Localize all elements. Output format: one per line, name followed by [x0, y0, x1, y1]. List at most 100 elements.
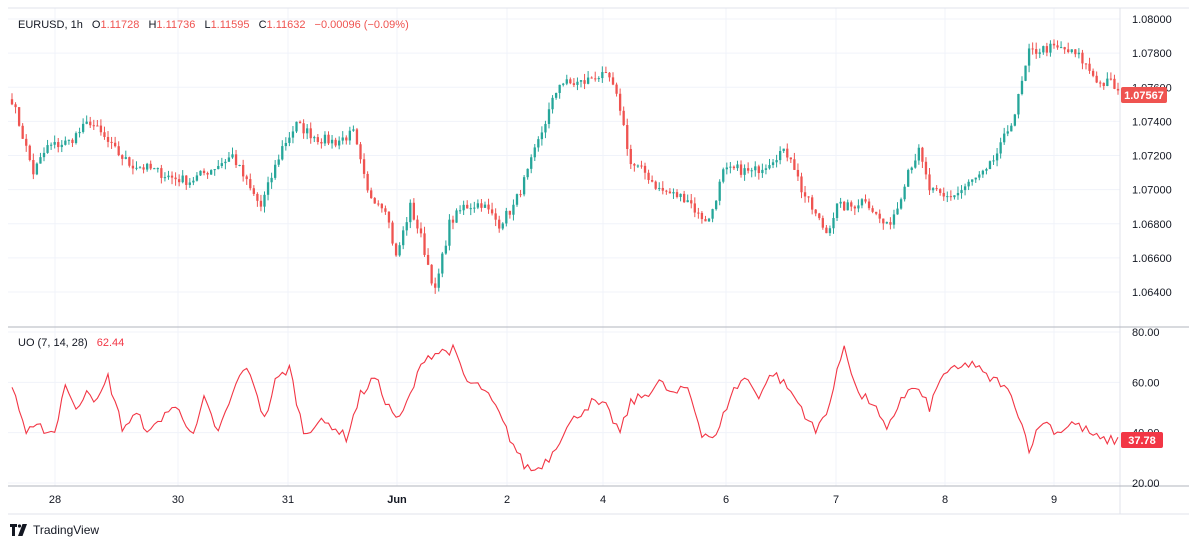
candle-body	[220, 163, 223, 166]
candle-body	[362, 159, 366, 174]
candle-body	[722, 169, 725, 182]
price-axis[interactable]: 1.080001.078001.076001.074001.072001.070…	[1132, 14, 1172, 299]
candle-body	[209, 170, 213, 175]
candle-body	[113, 142, 117, 147]
candle-body	[818, 213, 821, 219]
candle-body	[1084, 63, 1088, 65]
candle-body	[746, 168, 750, 171]
candle-body	[850, 202, 853, 207]
candle-body	[387, 211, 391, 223]
candle-body	[256, 193, 259, 201]
candle-body	[498, 219, 501, 229]
svg-text:1.07567: 1.07567	[1124, 90, 1164, 102]
candle-body	[946, 196, 949, 198]
candle-body	[586, 77, 590, 84]
candle-body	[302, 123, 305, 134]
price-tick-label: 1.06400	[1132, 287, 1172, 299]
candle-body	[224, 161, 227, 164]
candle-body	[839, 201, 842, 204]
candle-body	[320, 141, 323, 144]
candle-body	[202, 170, 206, 173]
candle-body	[46, 145, 49, 153]
svg-text:37.78: 37.78	[1128, 435, 1156, 447]
candle-body	[743, 168, 746, 175]
candle-body	[74, 133, 78, 144]
candle-body	[99, 125, 103, 133]
candle-body	[700, 212, 704, 220]
candle-body	[419, 228, 423, 234]
indicator-legend: UO (7, 14, 28) 62.44	[18, 337, 124, 349]
candle-body	[729, 166, 732, 168]
candle-body	[60, 144, 63, 148]
candle-body	[1020, 80, 1024, 94]
candle-body	[530, 157, 533, 169]
candle-body	[42, 152, 46, 158]
candle-body	[409, 202, 412, 223]
price-tick-label: 1.07400	[1132, 116, 1172, 128]
candle-body	[71, 139, 74, 144]
price-tick-label: 1.07800	[1132, 48, 1172, 60]
candle-body	[1059, 47, 1063, 49]
candle-body	[875, 211, 878, 214]
candle-body	[1042, 46, 1045, 53]
candle-body	[1113, 78, 1116, 89]
candle-body	[547, 109, 551, 124]
candle-body	[800, 176, 803, 193]
candle-body	[85, 121, 88, 124]
candle-body	[291, 131, 295, 138]
tradingview-footer[interactable]: TradingView	[10, 523, 99, 537]
candle-body	[675, 192, 679, 198]
candle-body	[1077, 52, 1081, 55]
candle-body	[608, 72, 611, 78]
uo-tick-label: 80.00	[1132, 327, 1160, 339]
candle-body	[25, 138, 28, 146]
candle-body	[643, 165, 647, 173]
candle-body	[394, 243, 398, 256]
candle-body	[53, 142, 56, 145]
candle-body	[672, 192, 675, 194]
candle-body	[437, 273, 440, 288]
candle-body	[1088, 63, 1091, 71]
candle-body	[860, 199, 864, 206]
candle-body	[338, 140, 341, 146]
candle-body	[540, 132, 544, 140]
candle-body	[811, 197, 814, 210]
candle-body	[505, 210, 508, 224]
candle-body	[754, 166, 757, 171]
candle-body	[565, 79, 568, 84]
candle-body	[174, 177, 177, 180]
candle-body	[572, 83, 576, 85]
candle-body	[192, 180, 195, 183]
candle-body	[359, 144, 362, 160]
time-axis[interactable]: 28 30 31 Jun 2 4 6 7 8 9	[49, 494, 1057, 506]
candle-body	[412, 202, 416, 220]
candle-body	[939, 189, 942, 193]
candle-body	[494, 213, 497, 220]
candle-body	[135, 167, 138, 169]
candle-body	[736, 164, 739, 169]
candle-body	[185, 175, 188, 185]
candle-body	[601, 72, 604, 79]
candle-body	[1102, 82, 1105, 87]
candle-body	[999, 142, 1002, 154]
candle-body	[732, 166, 736, 169]
candle-body	[1017, 93, 1020, 115]
candle-body	[423, 233, 426, 255]
candle-body	[622, 110, 625, 126]
candle-body	[764, 168, 768, 170]
candle-body	[665, 190, 668, 192]
candle-body	[803, 192, 807, 197]
candle-body	[64, 140, 67, 145]
candle-body	[1091, 70, 1095, 76]
candle-body	[252, 188, 255, 194]
candle-body	[579, 80, 583, 82]
candle-body	[89, 121, 92, 126]
candle-body	[149, 163, 152, 169]
candle-body	[899, 199, 903, 209]
candle-body	[298, 121, 302, 124]
candle-body	[814, 209, 817, 214]
candle-body	[170, 175, 174, 178]
candle-body	[92, 125, 95, 127]
